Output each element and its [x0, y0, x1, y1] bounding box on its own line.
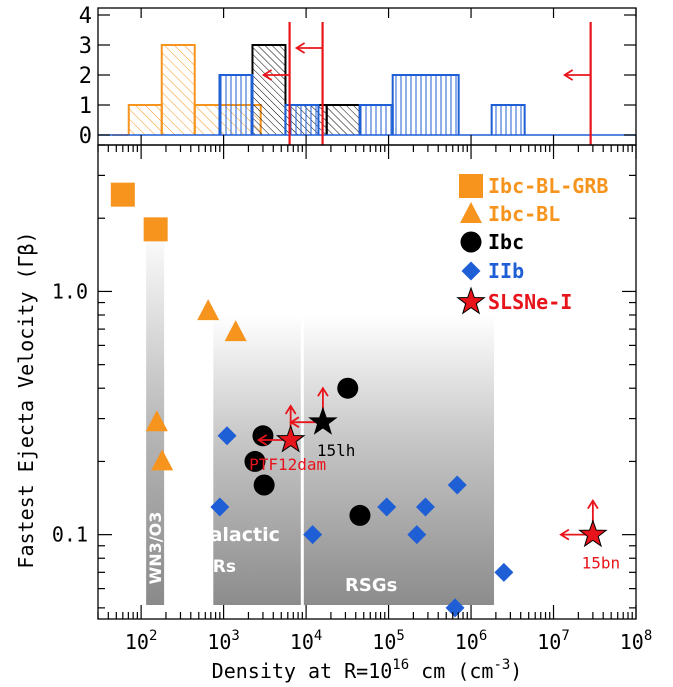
region-label-wn3-o3: WN3/O3 — [146, 512, 165, 585]
hist-ytick-label: 0 — [79, 124, 92, 149]
data-point-ibc-bl-grb — [111, 183, 135, 207]
data-point-slsne-i — [580, 521, 607, 546]
point-label-15lh: 15lh — [317, 441, 356, 460]
legend-entry-iib: IIb — [462, 259, 525, 283]
legend-label: SLSNe-I — [488, 290, 572, 314]
legend-label: Ibc — [488, 230, 524, 254]
point-label-15bn: 15bn — [582, 554, 621, 573]
legend-label: Ibc-BL-GRB — [488, 174, 608, 198]
hist-bar — [327, 105, 360, 135]
legend-marker-square — [459, 174, 483, 198]
ytick-label: 0.1 — [52, 523, 88, 547]
hist-ytick-label: 4 — [79, 4, 92, 29]
legend-entry-slsne-i: SLSNe-I — [458, 288, 573, 314]
legend-marker-triangle — [460, 202, 482, 223]
data-point-iib — [494, 563, 513, 582]
histogram-panel — [98, 22, 636, 145]
hist-upper-limit-arrow — [297, 43, 323, 53]
xtick-label: 105 — [372, 628, 405, 654]
hist-bar — [129, 105, 162, 135]
hist-bar — [393, 75, 459, 135]
legend-marker-circle — [461, 232, 482, 253]
legend-label: IIb — [488, 259, 524, 283]
xtick-label: 104 — [290, 628, 323, 654]
data-point-ibc — [254, 475, 275, 496]
hist-ytick-label: 2 — [79, 64, 92, 89]
data-point-ibc-bl-grb — [144, 217, 168, 241]
hist-ytick-label: 1 — [79, 94, 92, 119]
hist-bar — [492, 105, 525, 135]
legend-marker-diamond — [462, 262, 481, 281]
legend-entry-ibc-bl-grb: Ibc-BL-GRB — [459, 174, 608, 198]
xtick-label: 106 — [455, 628, 488, 654]
xtick-label: 107 — [537, 628, 570, 654]
legend: Ibc-BL-GRB Ibc-BL Ibc IIb SLSNe-I — [458, 174, 609, 314]
region-label-galactic: Galactic — [194, 524, 280, 546]
hist-bar — [219, 75, 252, 135]
legend-entry-ibc-bl: Ibc-BL — [460, 202, 560, 226]
x-axis-title: Density at R=1016 cm (cm-3) — [212, 657, 523, 683]
hist-upper-limit-arrow — [565, 70, 591, 80]
point-label-ptf12dam: PTF12dam — [249, 455, 326, 474]
data-point-ibc — [337, 378, 358, 399]
legend-entry-ibc: Ibc — [461, 230, 525, 254]
hist-bar — [360, 105, 393, 135]
region-label-rsgs: RSGs — [345, 575, 397, 596]
data-point-ibc — [349, 505, 370, 526]
hist-bar — [162, 45, 195, 135]
region-label-wrs: WRs — [194, 557, 236, 577]
data-point-ibc-bl — [197, 299, 219, 320]
ytick-label: 1.0 — [52, 279, 88, 303]
xtick-label: 102 — [125, 628, 158, 654]
legend-label: Ibc-BL — [488, 202, 560, 226]
xtick-label: 108 — [620, 628, 653, 654]
hist-bar — [252, 45, 285, 135]
legend-marker-star — [458, 288, 485, 313]
y-axis-title: Fastest Ejecta Velocity (Γβ) — [14, 231, 38, 568]
hist-ytick-label: 3 — [79, 34, 92, 59]
xtick-label: 103 — [207, 628, 240, 654]
